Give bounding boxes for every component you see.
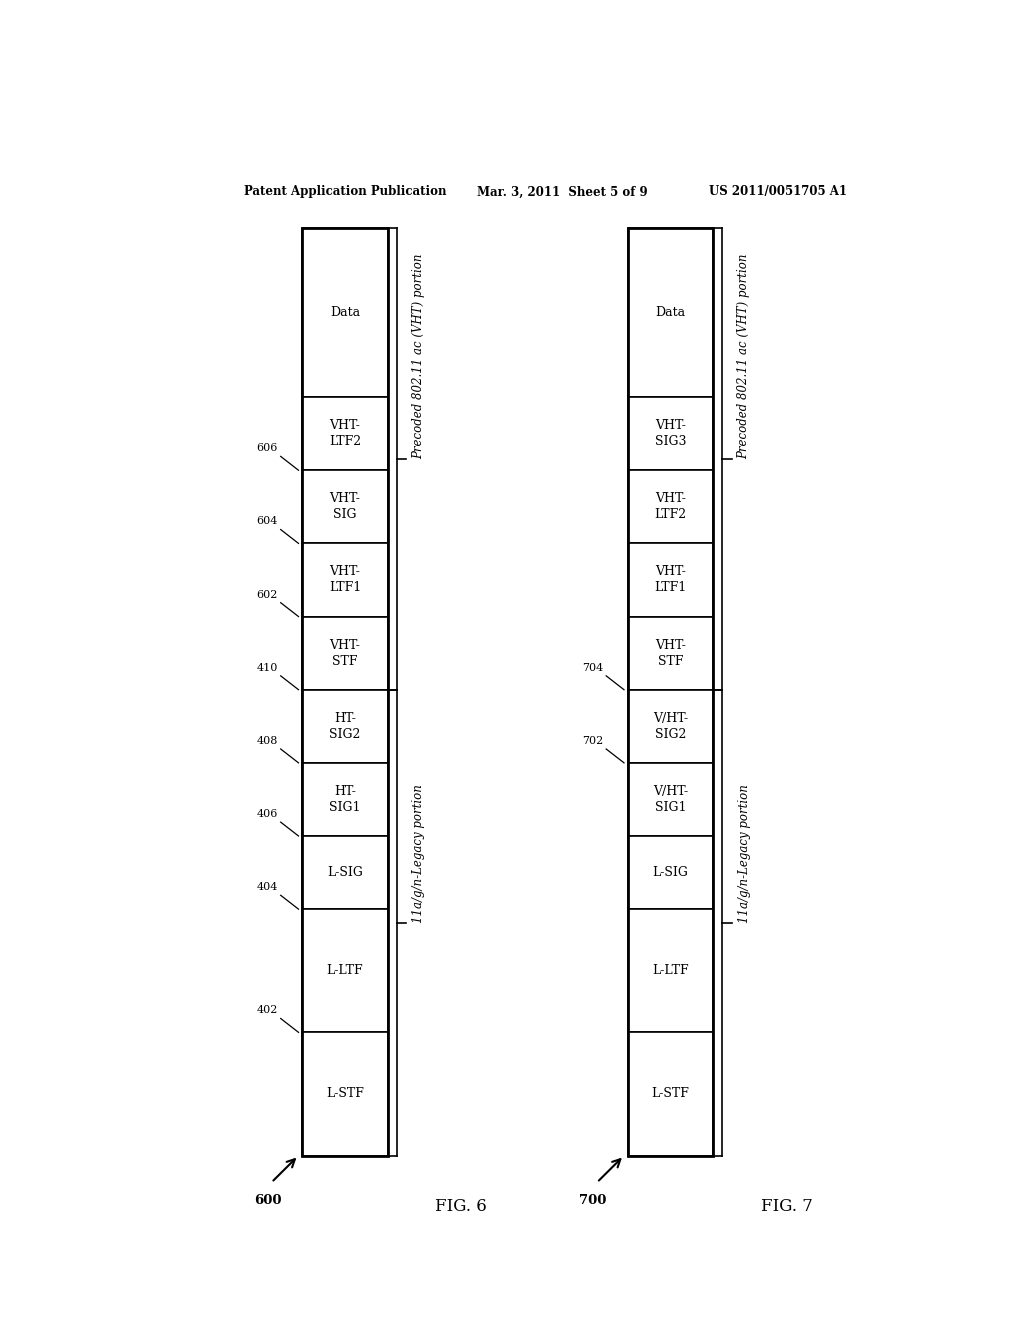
Text: 604: 604 <box>256 516 278 527</box>
Text: 11a/g/n-Legacy portion: 11a/g/n-Legacy portion <box>737 784 751 923</box>
Text: L-SIG: L-SIG <box>652 866 688 879</box>
Text: 704: 704 <box>582 663 603 673</box>
Text: 602: 602 <box>256 590 278 599</box>
Text: Precoded 802.11 ac (VHT) portion: Precoded 802.11 ac (VHT) portion <box>737 253 751 459</box>
Text: 11a/g/n-Legacy portion: 11a/g/n-Legacy portion <box>412 784 425 923</box>
Bar <box>302 909 388 1032</box>
Text: 700: 700 <box>580 1195 606 1206</box>
Text: US 2011/0051705 A1: US 2011/0051705 A1 <box>710 185 847 198</box>
Bar <box>628 228 713 397</box>
Text: 410: 410 <box>256 663 278 673</box>
Bar <box>628 227 713 1155</box>
Bar <box>302 397 388 470</box>
Text: L-STF: L-STF <box>326 1088 364 1101</box>
Text: HT-
SIG1: HT- SIG1 <box>330 785 360 814</box>
Bar <box>628 689 713 763</box>
Text: VHT-
SIG3: VHT- SIG3 <box>654 420 686 449</box>
Text: Mar. 3, 2011  Sheet 5 of 9: Mar. 3, 2011 Sheet 5 of 9 <box>477 185 647 198</box>
Text: VHT-
STF: VHT- STF <box>330 639 360 668</box>
Bar <box>302 228 388 397</box>
Bar <box>302 836 388 909</box>
Text: VHT-
LTF2: VHT- LTF2 <box>329 420 361 449</box>
Text: V/HT-
SIG2: V/HT- SIG2 <box>653 711 688 741</box>
Text: L-LTF: L-LTF <box>327 964 364 977</box>
Text: L-LTF: L-LTF <box>652 964 689 977</box>
Bar <box>628 909 713 1032</box>
Text: 702: 702 <box>582 737 603 746</box>
Text: VHT-
LTF1: VHT- LTF1 <box>329 565 361 594</box>
Text: FIG. 7: FIG. 7 <box>761 1197 813 1214</box>
Text: 408: 408 <box>256 737 278 746</box>
Text: VHT-
LTF2: VHT- LTF2 <box>654 492 686 521</box>
Text: VHT-
SIG: VHT- SIG <box>330 492 360 521</box>
Bar <box>302 689 388 763</box>
Text: Data: Data <box>330 306 360 319</box>
Text: 406: 406 <box>256 809 278 818</box>
Text: VHT-
STF: VHT- STF <box>655 639 686 668</box>
Bar <box>628 616 713 689</box>
Text: Data: Data <box>655 306 685 319</box>
Text: HT-
SIG2: HT- SIG2 <box>330 711 360 741</box>
Bar <box>302 616 388 689</box>
Bar <box>302 763 388 836</box>
Text: 404: 404 <box>256 882 278 892</box>
Text: L-SIG: L-SIG <box>327 866 362 879</box>
Text: 402: 402 <box>256 1006 278 1015</box>
Bar <box>302 227 388 1155</box>
Text: Precoded 802.11 ac (VHT) portion: Precoded 802.11 ac (VHT) portion <box>412 253 425 459</box>
Text: Patent Application Publication: Patent Application Publication <box>245 185 446 198</box>
Bar <box>628 544 713 616</box>
Text: V/HT-
SIG1: V/HT- SIG1 <box>653 785 688 814</box>
Bar <box>628 470 713 544</box>
Text: 606: 606 <box>256 444 278 453</box>
Text: FIG. 6: FIG. 6 <box>435 1197 487 1214</box>
Bar <box>628 397 713 470</box>
Bar <box>302 470 388 544</box>
Bar <box>628 1032 713 1155</box>
Bar <box>628 836 713 909</box>
Text: VHT-
LTF1: VHT- LTF1 <box>654 565 687 594</box>
Text: 600: 600 <box>254 1195 282 1206</box>
Bar <box>302 544 388 616</box>
Text: L-STF: L-STF <box>651 1088 689 1101</box>
Bar <box>628 763 713 836</box>
Bar <box>302 1032 388 1155</box>
